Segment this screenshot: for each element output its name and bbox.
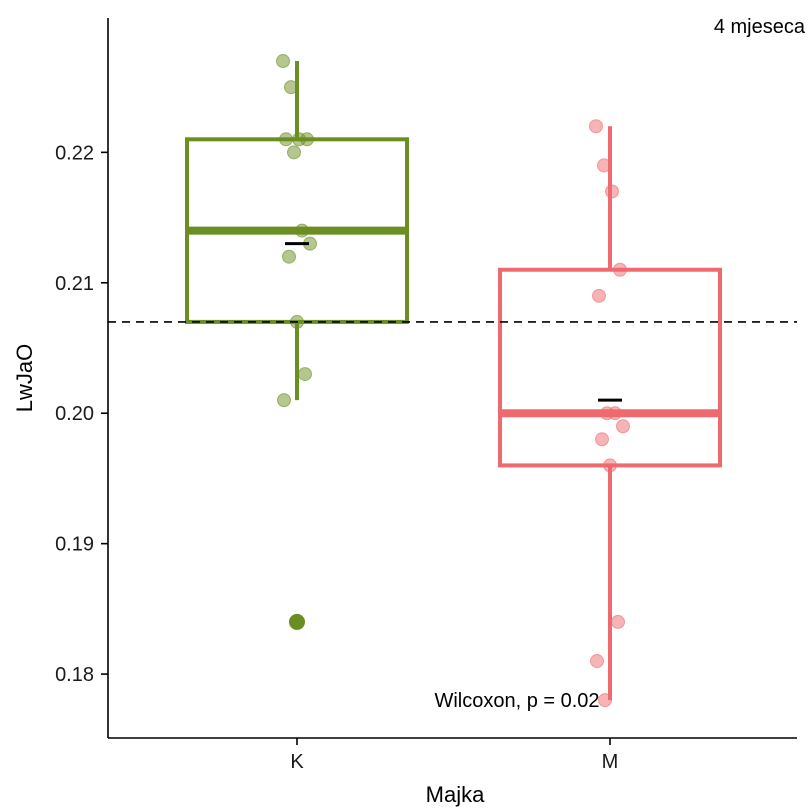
x-tick-label: K xyxy=(290,751,304,773)
y-tick-label: 0.19 xyxy=(55,534,94,556)
data-point xyxy=(595,432,609,447)
y-tick-label: 0.20 xyxy=(55,403,94,425)
box-K xyxy=(185,54,409,630)
data-point xyxy=(611,614,625,629)
data-point xyxy=(284,80,298,95)
corner-label: 4 mjeseca xyxy=(714,16,806,38)
x-tick-label: M xyxy=(602,751,619,773)
box-iqr xyxy=(498,267,722,468)
y-axis-title: LwJaO xyxy=(12,344,37,412)
data-point xyxy=(298,367,312,382)
outlier-point xyxy=(289,613,305,630)
wilcoxon-annotation: Wilcoxon, p = 0.02 xyxy=(434,690,599,712)
x-axis-title: Majka xyxy=(426,782,485,807)
data-point xyxy=(276,54,290,69)
data-point xyxy=(300,132,314,147)
data-point xyxy=(589,119,603,134)
data-point xyxy=(279,132,293,147)
data-point xyxy=(613,262,627,277)
y-tick-label: 0.22 xyxy=(55,142,94,164)
data-point xyxy=(605,184,619,199)
data-point xyxy=(598,693,612,708)
data-point xyxy=(592,288,606,303)
data-point xyxy=(590,654,604,669)
data-point xyxy=(603,458,617,473)
box-M xyxy=(498,119,722,708)
plot-layer xyxy=(185,54,722,708)
axes xyxy=(107,18,797,739)
y-ticks: 0.18 0.19 0.20 0.21 0.22 xyxy=(55,142,108,686)
y-tick-label: 0.21 xyxy=(55,273,94,295)
data-point xyxy=(282,249,296,264)
data-point xyxy=(616,419,630,434)
data-point xyxy=(277,393,291,408)
data-point xyxy=(287,145,301,160)
y-tick-label: 0.18 xyxy=(55,664,94,686)
data-point xyxy=(597,158,611,173)
